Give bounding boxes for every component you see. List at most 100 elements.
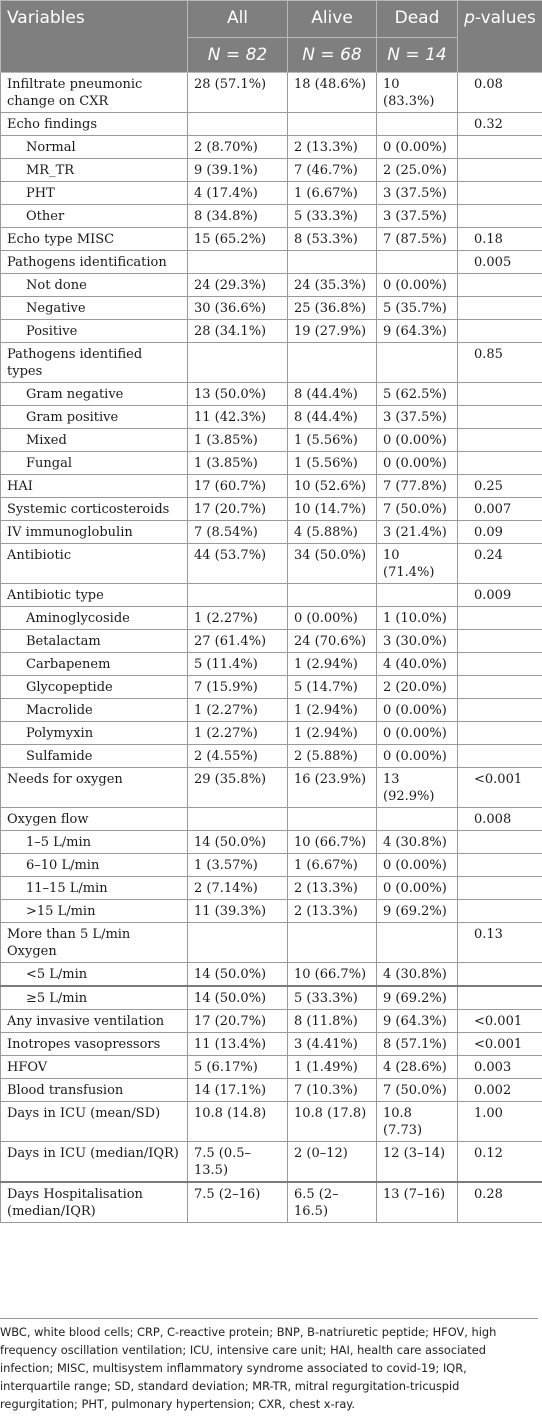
row-label: 1–5 L/min — [0, 830, 188, 854]
header-n-all: N = 82 — [187, 37, 288, 73]
cell-all: 1 (2.27%) — [187, 721, 288, 745]
table-row: Mixed 1 (3.85%) 1 (5.56%) 0 (0.00%) — [0, 428, 542, 452]
cell-alive — [287, 112, 377, 136]
cell-p-value — [457, 652, 542, 676]
cell-dead — [376, 583, 458, 607]
header-n-dead: N = 14 — [376, 37, 458, 73]
cell-p-value: 0.25 — [457, 474, 542, 498]
cell-dead: 0 (0.00%) — [376, 721, 458, 745]
table-row: ≥5 L/min 14 (50.0%) 5 (33.3%) 9 (69.2%) — [0, 985, 542, 1010]
cell-alive: 2 (13.3%) — [287, 135, 377, 159]
cell-dead: 7 (87.5%) — [376, 227, 458, 251]
cell-p-value: 0.18 — [457, 227, 542, 251]
table-body: Infiltrate pneumonic change on CXR 28 (57… — [0, 72, 542, 1223]
cell-dead: 0 (0.00%) — [376, 698, 458, 722]
cell-alive: 2 (13.3%) — [287, 876, 377, 900]
table-row: Blood transfusion 14 (17.1%) 7 (10.3%) 7 (5… — [0, 1078, 542, 1102]
table-row: Normal 2 (8.70%) 2 (13.3%) 0 (0.00%) — [0, 135, 542, 159]
cell-all: 17 (20.7%) — [187, 497, 288, 521]
cell-alive: 4 (5.88%) — [287, 520, 377, 544]
row-label: Not done — [0, 273, 188, 297]
cell-p-value — [457, 606, 542, 630]
cell-p-value: 0.13 — [457, 922, 542, 963]
row-label: Pathogens identified types — [0, 342, 188, 383]
cell-all: 14 (50.0%) — [187, 985, 288, 1010]
row-label: Days Hospitalisation (median/IQR) — [0, 1181, 188, 1223]
cell-p-value — [457, 853, 542, 877]
cell-all — [187, 807, 288, 831]
cell-all: 7.5 (0.5–13.5) — [187, 1141, 288, 1183]
cell-all: 7 (15.9%) — [187, 675, 288, 699]
cell-p-value: <0.001 — [457, 767, 542, 808]
cell-p-value — [457, 273, 542, 297]
cell-all: 1 (3.85%) — [187, 428, 288, 452]
row-label: PHT — [0, 181, 188, 205]
row-label: Positive — [0, 319, 188, 343]
table-header: Variables All Alive Dead p-values N = 82… — [0, 0, 542, 73]
cell-dead — [376, 342, 458, 383]
cell-all: 44 (53.7%) — [187, 543, 288, 584]
row-label: Macrolide — [0, 698, 188, 722]
cell-p-value — [457, 135, 542, 159]
row-label: MR_TR — [0, 158, 188, 182]
cell-alive: 1 (5.56%) — [287, 428, 377, 452]
cell-all: 14 (50.0%) — [187, 962, 288, 987]
header-p-suffix: -values — [474, 8, 536, 28]
table-row: Antibiotic type 0.009 — [0, 583, 542, 607]
cell-p-value — [457, 319, 542, 343]
cell-p-value: <0.001 — [457, 1032, 542, 1056]
header-p-values: p-values — [457, 0, 542, 73]
cell-alive: 18 (48.6%) — [287, 72, 377, 113]
cell-alive: 1 (6.67%) — [287, 181, 377, 205]
cell-p-value: 0.008 — [457, 807, 542, 831]
cell-dead: 3 (37.5%) — [376, 181, 458, 205]
cell-all: 14 (17.1%) — [187, 1078, 288, 1102]
cell-alive: 2 (0–12) — [287, 1141, 377, 1183]
table-row: Polymyxin 1 (2.27%) 1 (2.94%) 0 (0.00%) — [0, 721, 542, 745]
cell-alive — [287, 250, 377, 274]
cell-p-value: 0.009 — [457, 583, 542, 607]
row-label: Days in ICU (median/IQR) — [0, 1141, 188, 1183]
cell-alive: 2 (5.88%) — [287, 744, 377, 768]
cell-dead — [376, 250, 458, 274]
table-row: Days in ICU (median/IQR) 7.5 (0.5–13.5) 2 … — [0, 1141, 542, 1183]
cell-dead: 9 (64.3%) — [376, 1009, 458, 1033]
data-table: Variables All Alive Dead p-values N = 82… — [0, 0, 542, 1223]
cell-dead: 3 (30.0%) — [376, 629, 458, 653]
n-dead-text: N = 14 — [387, 45, 447, 65]
cell-dead: 1 (10.0%) — [376, 606, 458, 630]
header-variables: Variables — [0, 0, 188, 73]
cell-alive: 1 (2.94%) — [287, 721, 377, 745]
cell-dead: 7 (50.0%) — [376, 1078, 458, 1102]
table-row: Infiltrate pneumonic change on CXR 28 (57… — [0, 72, 542, 113]
cell-all: 2 (4.55%) — [187, 744, 288, 768]
cell-alive: 1 (5.56%) — [287, 451, 377, 475]
row-label: Aminoglycoside — [0, 606, 188, 630]
cell-alive: 10 (66.7%) — [287, 962, 377, 987]
row-label: Betalactam — [0, 629, 188, 653]
cell-alive: 2 (13.3%) — [287, 899, 377, 923]
table-row: MR_TR 9 (39.1%) 7 (46.7%) 2 (25.0%) — [0, 158, 542, 182]
cell-alive: 7 (46.7%) — [287, 158, 377, 182]
cell-p-value — [457, 629, 542, 653]
table-row: Carbapenem 5 (11.4%) 1 (2.94%) 4 (40.0%) — [0, 652, 542, 676]
cell-alive: 24 (70.6%) — [287, 629, 377, 653]
cell-dead: 3 (37.5%) — [376, 204, 458, 228]
table-row: 1–5 L/min 14 (50.0%) 10 (66.7%) 4 (30.8%) — [0, 830, 542, 854]
cell-p-value — [457, 962, 542, 987]
cell-all: 28 (57.1%) — [187, 72, 288, 113]
cell-alive: 1 (2.94%) — [287, 698, 377, 722]
row-label: More than 5 L/min Oxygen — [0, 922, 188, 963]
cell-all: 13 (50.0%) — [187, 382, 288, 406]
table-row: >15 L/min 11 (39.3%) 2 (13.3%) 9 (69.2%) — [0, 899, 542, 923]
row-label: Antibiotic — [0, 543, 188, 584]
cell-all — [187, 922, 288, 963]
cell-p-value — [457, 296, 542, 320]
table-row: Sulfamide 2 (4.55%) 2 (5.88%) 0 (0.00%) — [0, 744, 542, 768]
row-label: Antibiotic type — [0, 583, 188, 607]
row-label: Echo type MISC — [0, 227, 188, 251]
cell-dead: 4 (40.0%) — [376, 652, 458, 676]
row-label: <5 L/min — [0, 962, 188, 987]
cell-p-value — [457, 876, 542, 900]
cell-dead: 2 (20.0%) — [376, 675, 458, 699]
